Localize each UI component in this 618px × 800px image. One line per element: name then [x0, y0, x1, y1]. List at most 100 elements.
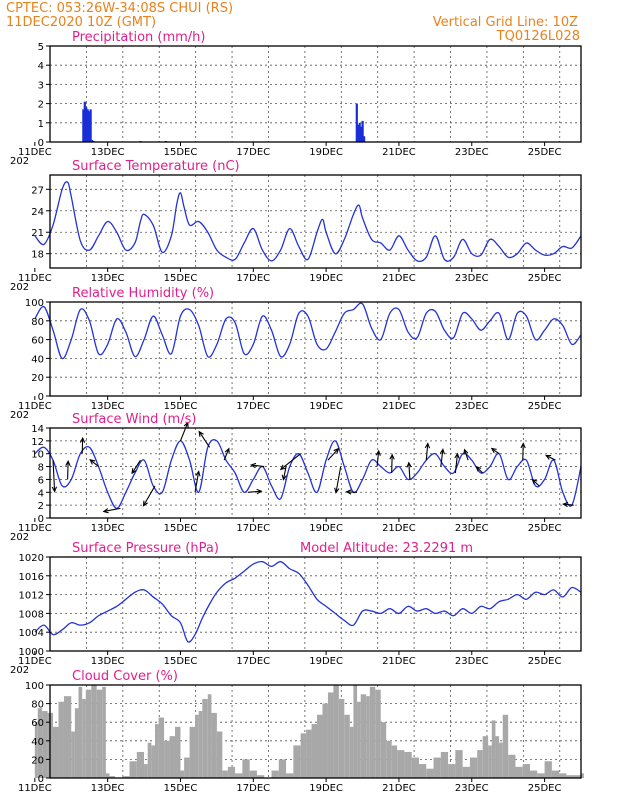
y-tick-label: 100 — [25, 681, 44, 692]
x-tick-label: 15DEC — [164, 523, 198, 534]
x-year-fragment: 202 — [10, 156, 29, 167]
cloud-bar — [42, 711, 48, 778]
wind-arrow-head — [79, 436, 86, 443]
header: CPTEC: 053:26W-34:08S CHUI (RS) 11DEC202… — [6, 1, 580, 44]
x-tick-label: 15DEC — [164, 783, 198, 794]
cloud-bar — [102, 686, 106, 778]
x-tick-label: 19DEC — [309, 783, 343, 794]
wind-arrow — [376, 450, 380, 467]
y-tick-label: 4 — [38, 61, 44, 72]
x-tick-label: 21DEC — [382, 656, 416, 667]
y-tick-label: 80 — [31, 700, 44, 711]
wind-arrow-head — [345, 489, 352, 495]
cloud-bar — [202, 698, 208, 778]
x-tick-label: 19DEC — [309, 401, 343, 412]
y-tick-label: 10 — [31, 450, 44, 461]
wind-arrow-head — [406, 461, 412, 468]
y-tick-label: 40 — [31, 737, 44, 748]
wind-arrow-head — [454, 452, 460, 459]
cloud-bar — [109, 776, 115, 778]
cloud-bar — [278, 759, 287, 778]
cloud-bar — [129, 761, 137, 778]
header-grid-line: Vertical Grid Line: 10Z — [433, 15, 578, 30]
x-tick-label: 11DEC — [18, 401, 52, 412]
series-line — [34, 181, 582, 263]
wind-arrow — [52, 460, 56, 492]
wind-arrow-head — [490, 447, 497, 454]
x-tick-label: 11DEC — [18, 147, 52, 158]
precip-bar — [88, 111, 91, 142]
cloud-bar — [198, 711, 203, 778]
y-tick-label: 1004 — [19, 628, 44, 639]
wind-arrow — [408, 462, 411, 480]
x-tick-label: 25DEC — [528, 656, 562, 667]
x-tick-label: 19DEC — [309, 656, 343, 667]
panel-title: Precipitation (mm/h) — [72, 30, 205, 45]
precip-bar — [358, 122, 361, 142]
wind-arrow-head — [256, 488, 263, 495]
wind-arrow-head — [195, 470, 201, 477]
panel-title: Cloud Cover (%) — [72, 669, 178, 684]
x-tick-label: 17DEC — [236, 147, 270, 158]
x-tick-label: 25DEC — [528, 401, 562, 412]
cloud-bar — [333, 685, 339, 778]
wind-arrow — [131, 459, 141, 474]
y-tick-label: 20 — [31, 755, 44, 766]
cloud-bar — [581, 773, 584, 778]
cloud-bar — [154, 724, 159, 778]
cloud-bar — [34, 722, 38, 778]
precip-bar — [360, 126, 363, 142]
wind-arrow — [198, 431, 211, 448]
cloud-bar — [37, 708, 43, 778]
y-tick-label: 1008 — [19, 609, 44, 620]
x-tick-label: 19DEC — [309, 523, 343, 534]
x-tick-label: 23DEC — [455, 656, 489, 667]
cloud-bar — [105, 773, 110, 778]
cloud-bar — [180, 770, 185, 778]
y-tick-label: 8 — [38, 463, 44, 474]
cloud-bar — [164, 740, 170, 778]
cloud-bar — [169, 736, 176, 778]
cloud-bar — [502, 714, 509, 778]
y-tick-label: 2 — [38, 501, 44, 512]
wind-arrow — [440, 449, 444, 467]
cloud-bar — [455, 750, 463, 778]
wind-arrow — [545, 454, 556, 461]
cloud-bar — [158, 717, 165, 778]
wind-arrow — [194, 471, 200, 493]
cloud-bar — [469, 757, 478, 778]
cloud-bar — [551, 770, 560, 778]
cloud-bar — [216, 731, 223, 778]
cloud-bar — [306, 729, 312, 778]
y-tick-label: 2 — [38, 100, 44, 111]
x-tick-label: 25DEC — [528, 147, 562, 158]
cloud-bar — [462, 766, 470, 778]
x-tick-label: 15DEC — [164, 656, 198, 667]
y-tick-label: 0 — [38, 774, 44, 785]
wind-arrow-head — [562, 501, 569, 508]
x-tick-label: 21DEC — [382, 273, 416, 284]
wind-arrow — [563, 503, 574, 506]
panel-2: 18 21 24 27 11DEC 13DEC 15DEC 17DEC 19DEC 21DEC 23… — [10, 159, 582, 293]
y-tick-label: 12 — [31, 437, 44, 448]
x-tick-label: 11DEC — [18, 523, 52, 534]
wind-arrow — [223, 448, 230, 461]
cloud-bar — [433, 757, 441, 778]
precip-bar — [85, 107, 88, 142]
panel-title: Relative Humidity (%) — [72, 286, 214, 301]
wind-arrow-head — [224, 447, 230, 454]
cloud-bar — [85, 689, 92, 778]
header-run-date: 11DEC2020 10Z (GMT) — [6, 15, 156, 30]
x-tick-label: 15DEC — [164, 273, 198, 284]
panel-frame — [49, 301, 582, 397]
wind-arrow-head — [389, 453, 395, 460]
cloud-bar — [426, 768, 434, 778]
cloud-bar — [71, 731, 75, 778]
x-tick-label: 17DEC — [236, 401, 270, 412]
cloud-bar — [286, 773, 294, 778]
wind-arrow-head — [334, 487, 340, 494]
wind-arrow-head — [545, 454, 552, 460]
cloud-bar — [573, 775, 581, 778]
wind-arrow-head — [475, 465, 482, 472]
